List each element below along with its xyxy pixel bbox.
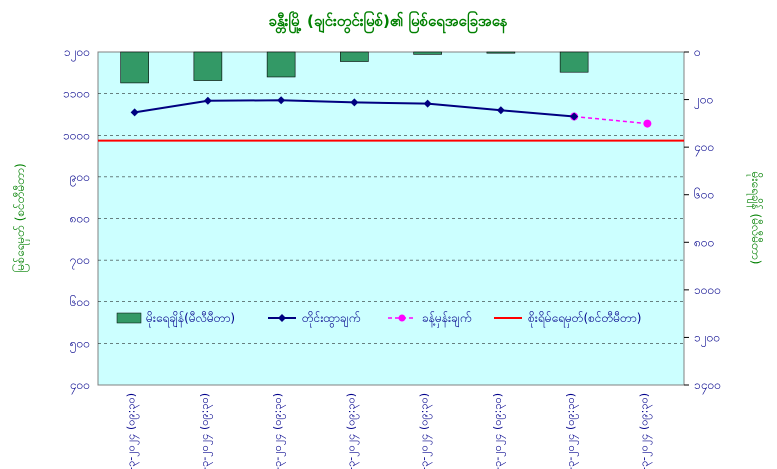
legend-observed-label: တိုင်းထွာချက် (302, 310, 360, 328)
right-tick-label: ၂၀၀ (694, 93, 713, 110)
x-tick-label: ၆-၃-၂၀၂၄ (၀၉:၃၀) (198, 393, 213, 469)
rainfall-bar (120, 51, 149, 84)
observed-point (203, 96, 212, 105)
left-tick-label: ၇၀၀ (70, 253, 90, 270)
chart-title: ခန္တီးမြို့ (ချင်းတွင်းမြစ်)၏ မြစ်ရေအခြေ… (268, 10, 507, 34)
rainfall-bar (413, 51, 442, 55)
left-tick-label: ၉၀၀ (70, 170, 90, 187)
right-tick-label: ၈၀၀ (694, 235, 714, 249)
legend-rainfall-label: မိုးရေချိန်(မီလီမီတာ) (146, 310, 235, 328)
rainfall-bar (266, 51, 296, 78)
observed-point (423, 99, 432, 108)
rainfall-bar (193, 51, 223, 81)
observed-point (130, 108, 139, 117)
legend-forecast-label: ခန့်မှန်းချက် (422, 310, 471, 328)
x-tick-label: ၁၀-၃-၂၀၂၄ (၀၉:၃၀) (491, 393, 506, 469)
gridlines (98, 93, 684, 344)
observed-point (350, 98, 359, 107)
x-tick-label: ၁၁-၃-၂၀၂၄ (၀၉:၃၀) (564, 393, 579, 469)
left-tick-label: ၁၂၀၀ (64, 45, 90, 62)
x-tick-label: ၇-၃-၂၀၂၄ (၀၉:၃၀) (271, 393, 286, 469)
series-lines (98, 96, 684, 142)
left-tick-label: ၄၀၀ (70, 378, 90, 395)
x-tick-label: ၅-၃-၂၀၂၄ (၀၉:၃၀) (125, 393, 140, 469)
rainfall-bar (340, 51, 369, 62)
right-tick-label: ၄၀၀ (694, 140, 714, 157)
legend-rainfall-swatch (116, 312, 142, 324)
left-tick-label: ၆၀၀ (70, 294, 90, 309)
rainfall-bar (559, 51, 589, 73)
x-axis-ticks: ၅-၃-၂၀၂၄ (၀၉:၃၀) ၆-၃-၂၀၂၄ (၀၉:၃၀) ၇-၃-၂၀၂၄… (125, 393, 653, 469)
observed-point (570, 112, 579, 121)
left-axis-title: မြစ်ရေမှတ် (စင်တီမီတာ) (11, 163, 30, 272)
right-tick-label: ၆၀၀ (694, 187, 714, 202)
left-axis-ticks: ၄၀၀ ၅၀၀ ၆၀၀ ၇၀၀ ၈၀၀ ၉၀၀ ၁၀၀၀ ၁၁၀၀ ၁၂၀၀ (63, 45, 90, 395)
legend-observed-marker (278, 314, 286, 322)
legend-danger-label: စိုးရိမ်ရေမှတ်(စင်တီမီတာ) (528, 310, 641, 328)
x-tick-label: ၁၂-၃-၂၀၂၄ (၀၉:၃၀) (637, 393, 652, 469)
left-tick-label: ၈၀၀ (70, 212, 90, 226)
legend: မိုးရေချိန်(မီလီမီတာ) တိုင်းထွာချက် ခန့်… (116, 310, 641, 328)
forecast-point (643, 119, 652, 128)
x-tick-label: ၉-၃-၂၀၂၄ (၀၉:၃၀) (418, 393, 433, 469)
left-tick-label: ၁၁၀၀ (63, 87, 90, 101)
legend-forecast-marker (398, 314, 406, 322)
observed-point (277, 96, 286, 105)
observed-point (496, 106, 505, 115)
forecast-line (574, 115, 648, 125)
right-tick-label: ၀ (694, 45, 701, 59)
rainfall-bar (486, 51, 516, 54)
right-tick-label: ၁၄၀၀ (694, 378, 721, 395)
right-tick-label: ၁၂၀၀ (694, 330, 720, 347)
right-tick-label: ၁၀၀၀ (694, 283, 721, 297)
left-tick-label: ၁၀၀၀ (63, 128, 90, 142)
rainfall-bars (120, 51, 589, 84)
x-tick-label: ၈-၃-၂၀၂၄ (၀၉:၃၀) (344, 393, 359, 469)
left-tick-label: ၅၀၀ (70, 336, 90, 353)
right-axis-title: မိုးရေချိန် (မီလီမီတာ) (746, 172, 764, 265)
